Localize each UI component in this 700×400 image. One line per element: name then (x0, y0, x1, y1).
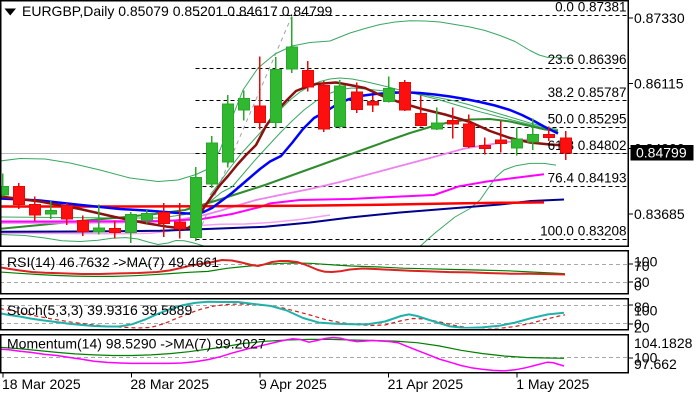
svg-text:61.8 0.84802: 61.8 0.84802 (548, 138, 627, 153)
svg-text:100: 100 (634, 254, 658, 270)
svg-text:1 May 2025: 1 May 2025 (516, 376, 589, 392)
svg-text:30: 30 (634, 274, 650, 290)
svg-text:Stoch(5,3,3) 39.9316 39.5889: Stoch(5,3,3) 39.9316 39.5889 (7, 302, 192, 318)
svg-text:76.4 0.84193: 76.4 0.84193 (548, 171, 627, 186)
svg-text:0.84799: 0.84799 (636, 144, 687, 160)
svg-text:100: 100 (634, 350, 658, 366)
svg-text:20: 20 (634, 320, 650, 336)
svg-text:100: 100 (634, 303, 658, 319)
svg-text:0.83685: 0.83685 (634, 206, 685, 222)
svg-text:EURGBP,Daily 0.85079 0.85201: EURGBP,Daily 0.85079 0.85201 0.84617 0.8… (22, 3, 333, 19)
svg-text:70: 70 (634, 258, 650, 274)
svg-text:100.0 0.83208: 100.0 0.83208 (540, 224, 626, 239)
svg-text:0: 0 (634, 278, 642, 294)
svg-text:97.662: 97.662 (634, 356, 677, 372)
svg-text:21 Apr 2025: 21 Apr 2025 (388, 376, 464, 392)
svg-text:50.0 0.85295: 50.0 0.85295 (548, 111, 627, 126)
svg-text:0: 0 (634, 316, 642, 332)
svg-text:80: 80 (634, 299, 650, 315)
svg-text:23.6 0.86396: 23.6 0.86396 (548, 52, 627, 67)
svg-text:28 Mar 2025: 28 Mar 2025 (130, 376, 209, 392)
svg-text:0.86115: 0.86115 (634, 75, 684, 91)
svg-text:38.2 0.85787: 38.2 0.85787 (548, 85, 627, 100)
svg-text:Momentum(14) 98.5290 ->MA(7): Momentum(14) 98.5290 ->MA(7) 99.2027 (7, 336, 266, 352)
svg-text:0.0 0.87381: 0.0 0.87381 (555, 0, 626, 14)
svg-text:RSI(14) 46.7632 ->MA(7) 49.46: RSI(14) 46.7632 ->MA(7) 49.4661 (7, 254, 219, 270)
svg-text:104.1828: 104.1828 (634, 335, 693, 351)
svg-text:9 Apr 2025: 9 Apr 2025 (259, 376, 327, 392)
svg-text:18 Mar 2025: 18 Mar 2025 (2, 376, 81, 392)
svg-text:0.87330: 0.87330 (634, 10, 685, 26)
